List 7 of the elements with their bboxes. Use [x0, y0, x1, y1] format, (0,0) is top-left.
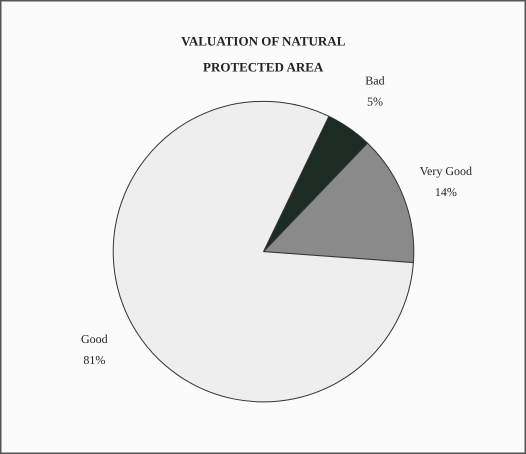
data-label: 5%: [366, 94, 383, 109]
data-label: 81%: [83, 352, 106, 367]
slice-label: Bad: [365, 74, 385, 88]
slice-label: Good: [81, 332, 108, 346]
slice-label: Very Good: [420, 164, 472, 178]
chart-title: VALUATION OF NATURAL PROTECTED AREA: [181, 34, 346, 74]
data-label: 14%: [434, 185, 457, 200]
